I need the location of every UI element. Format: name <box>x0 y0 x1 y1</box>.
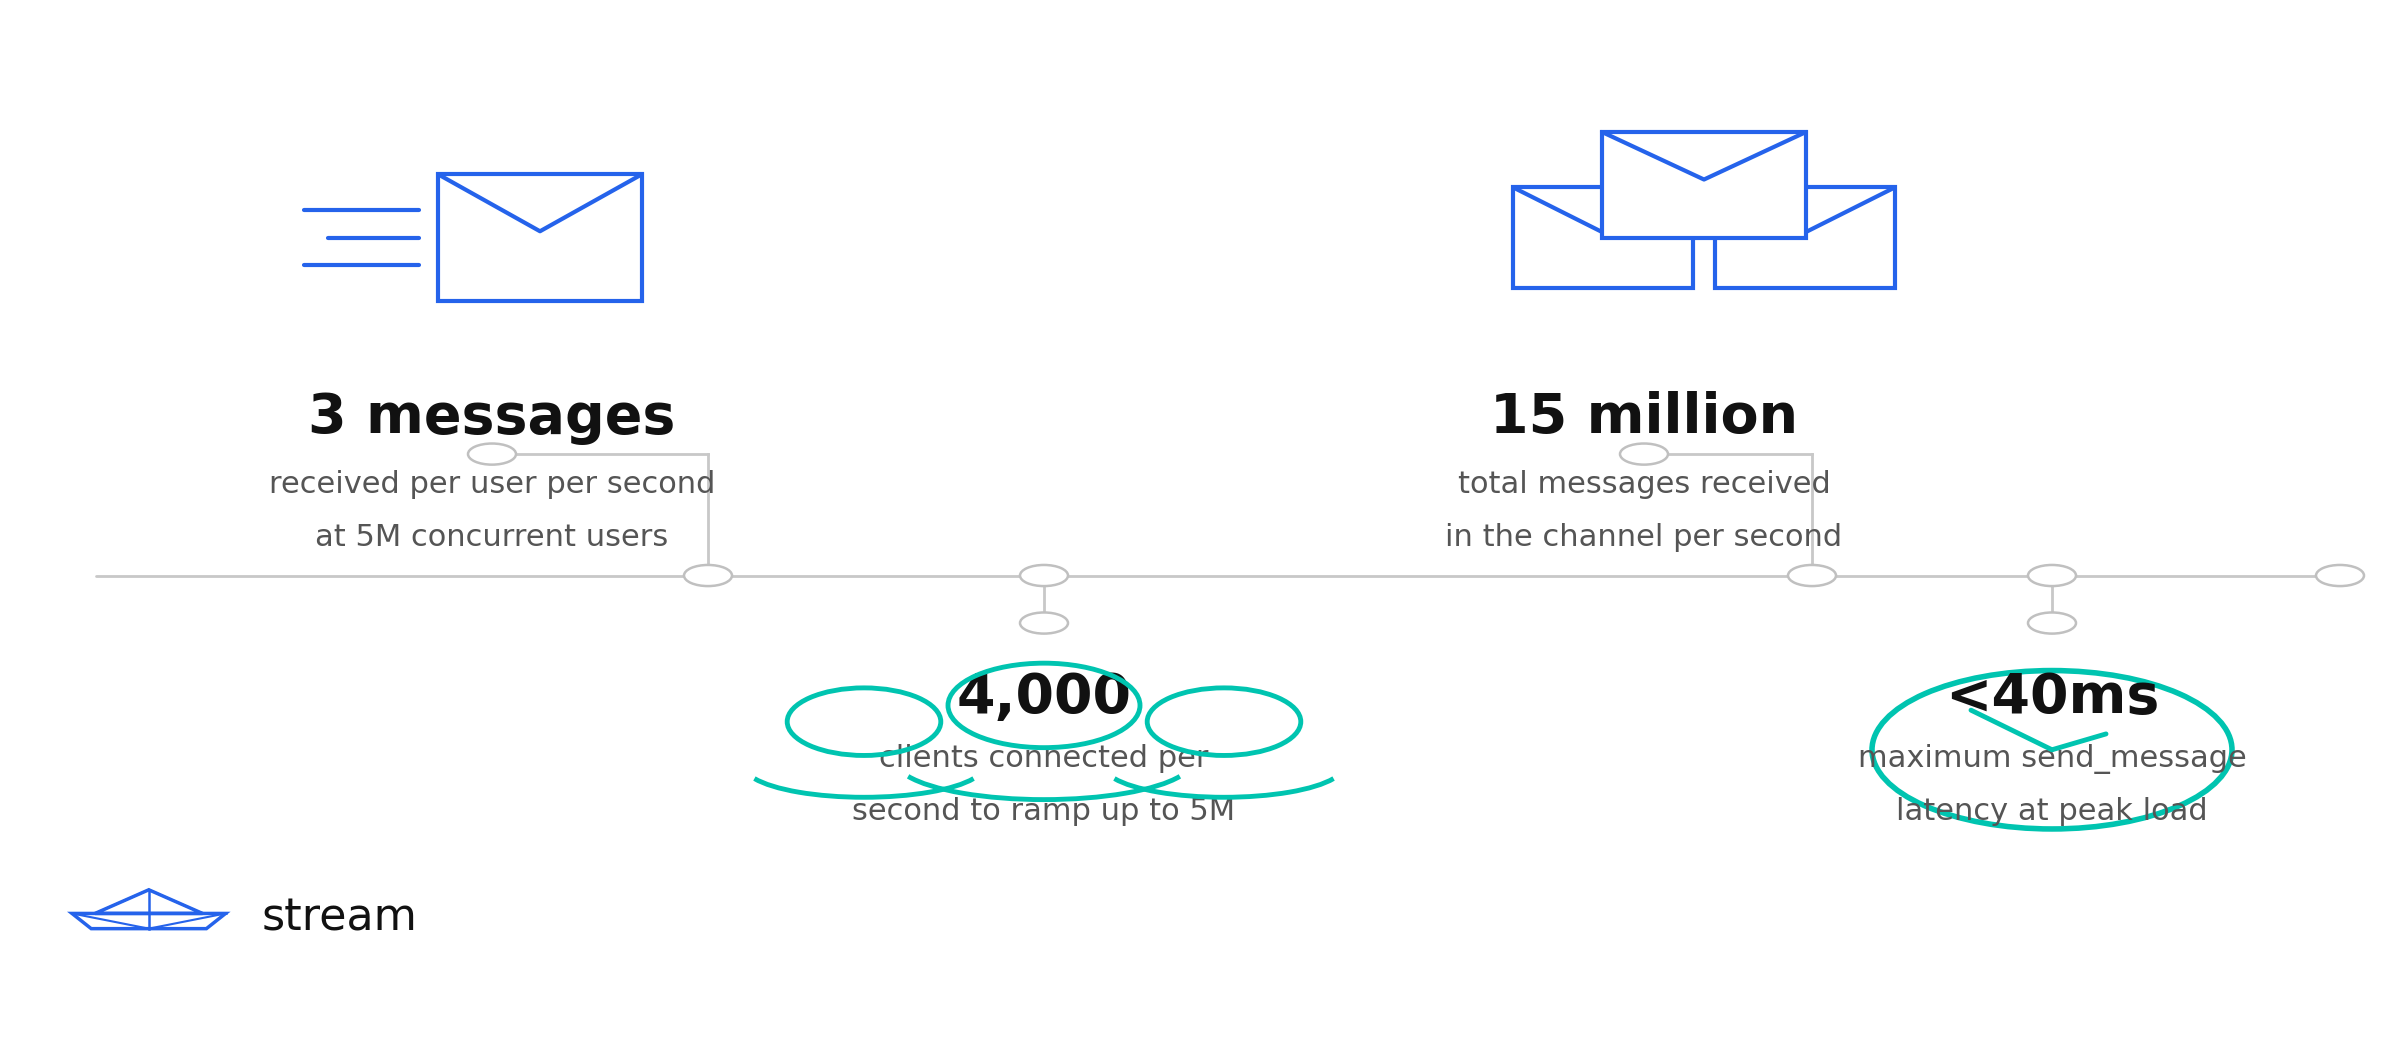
Text: at 5M concurrent users: at 5M concurrent users <box>314 523 670 551</box>
Text: 3 messages: 3 messages <box>307 391 677 445</box>
Text: maximum send_message: maximum send_message <box>1858 744 2246 774</box>
Bar <box>1512 188 1694 287</box>
Text: total messages received: total messages received <box>1457 470 1831 498</box>
Circle shape <box>1020 565 1068 586</box>
Text: latency at peak load: latency at peak load <box>1896 797 2208 826</box>
Bar <box>439 174 643 301</box>
Circle shape <box>684 565 732 586</box>
Circle shape <box>2028 565 2076 586</box>
Text: clients connected per: clients connected per <box>878 744 1210 773</box>
Text: received per user per second: received per user per second <box>269 470 715 498</box>
Circle shape <box>468 444 516 465</box>
Text: in the channel per second: in the channel per second <box>1445 523 1843 551</box>
Circle shape <box>2028 612 2076 634</box>
Text: <40ms: <40ms <box>1944 671 2160 724</box>
Text: 15 million: 15 million <box>1490 391 1798 445</box>
Text: 4,000: 4,000 <box>958 671 1130 724</box>
Circle shape <box>1020 612 1068 634</box>
Bar <box>1714 188 1896 287</box>
Bar <box>1603 132 1807 238</box>
Text: stream: stream <box>262 897 418 940</box>
Circle shape <box>2316 565 2364 586</box>
Circle shape <box>1620 444 1668 465</box>
Circle shape <box>1788 565 1836 586</box>
Text: second to ramp up to 5M: second to ramp up to 5M <box>852 797 1236 826</box>
